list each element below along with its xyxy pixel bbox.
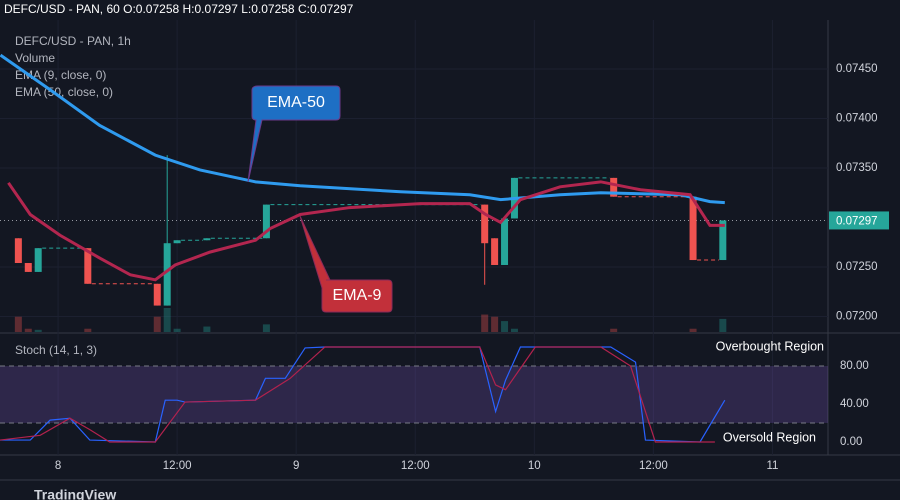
- header: DEFC/USD - PAN, 60 O:0.07258 H:0.07297 L…: [4, 2, 354, 16]
- annotation: Overbought Region: [716, 339, 824, 353]
- y-tick-label: 0.07200: [836, 310, 878, 322]
- volume-bar: [84, 328, 92, 332]
- y-tick-label: 0.07350: [836, 162, 878, 174]
- volume-bar: [689, 328, 697, 332]
- candle-body: [262, 204, 270, 239]
- volume-bar: [501, 321, 509, 332]
- candle-body: [84, 248, 92, 284]
- candle-body: [203, 238, 211, 241]
- volume-bar: [14, 316, 22, 332]
- line: [0, 53, 725, 205]
- candle-body: [173, 240, 181, 244]
- line: [0, 346, 726, 443]
- y-tick-label: 0.07250: [836, 261, 878, 273]
- callout-text: EMA-50: [267, 94, 325, 111]
- candle-body: [34, 248, 42, 272]
- volume-bar: [510, 328, 518, 332]
- last-price-label: 0.07297: [836, 215, 878, 227]
- y-tick-label: 0.07400: [836, 113, 878, 125]
- volume-bar: [262, 324, 270, 332]
- y-tick-label: 80.00: [840, 360, 869, 372]
- line: [0, 346, 715, 443]
- line: [7, 180, 725, 282]
- candle-body: [689, 196, 697, 261]
- callout-text: EMA-9: [333, 287, 382, 304]
- candle-body: [24, 263, 32, 272]
- volume-bar: [203, 326, 211, 332]
- volume-bar: [153, 316, 161, 332]
- footer-logo: TradingView: [34, 487, 116, 500]
- callout-box: [247, 85, 341, 183]
- volume-bar: [481, 314, 489, 332]
- last-price-box: [829, 211, 889, 230]
- y-tick-label: 40.00: [840, 398, 869, 410]
- x-tick-label: 9: [293, 460, 299, 472]
- candle-body: [153, 283, 161, 306]
- volume-bar: [610, 328, 618, 332]
- x-tick-label: 12:00: [163, 460, 192, 472]
- volume-bar: [163, 308, 171, 332]
- candle-body: [501, 218, 509, 265]
- legend-entry: EMA (9, close, 0): [15, 68, 106, 82]
- panel-title: Stoch (14, 1, 3): [15, 343, 97, 357]
- y-tick-label: 0.07450: [836, 63, 878, 75]
- candle-body: [610, 177, 618, 197]
- annotation: Oversold Region: [723, 430, 816, 444]
- candle-body: [163, 243, 171, 306]
- x-tick-label: 8: [55, 460, 61, 472]
- callout-box: [299, 215, 393, 313]
- legend-entry: Volume: [15, 51, 55, 65]
- y-tick-label: 0.00: [840, 436, 862, 448]
- volume-bar: [24, 328, 32, 332]
- candle-body: [719, 220, 727, 261]
- x-tick-label: 10: [528, 460, 541, 472]
- x-tick-label: 12:00: [401, 460, 430, 472]
- volume-bar: [34, 329, 42, 332]
- legend-entry: EMA (50, close, 0): [15, 85, 113, 99]
- candle-body: [491, 238, 499, 265]
- x-tick-label: 12:00: [639, 460, 668, 472]
- volume-bar: [491, 316, 499, 332]
- legend-entry: DEFC/USD - PAN, 1h: [15, 34, 131, 48]
- candle-body: [14, 238, 22, 264]
- volume-bar: [719, 318, 727, 332]
- candle-body: [481, 204, 489, 244]
- volume-bar: [173, 328, 181, 332]
- band: [0, 365, 828, 423]
- x-tick-label: 11: [766, 460, 778, 472]
